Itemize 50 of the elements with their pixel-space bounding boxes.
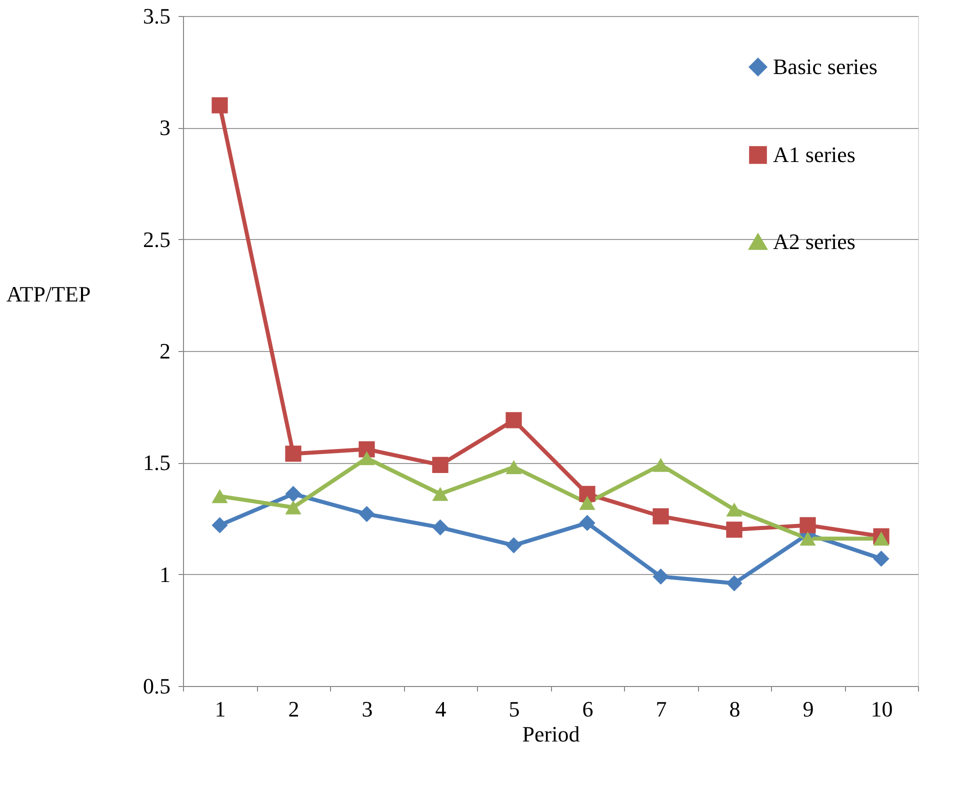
x-tick-label: 4 [435,696,446,722]
y-tick-label: 1 [160,562,170,587]
point [726,575,742,592]
point [358,451,375,466]
point [652,458,669,472]
x-tick-label: 7 [656,696,667,722]
x-tick-label: 5 [508,696,520,722]
y-tick-label: 1.5 [143,450,170,476]
point [506,537,522,554]
x-axis-title: Period [522,722,580,746]
x-tick-label: 3 [362,696,373,722]
point [873,532,890,546]
y-tick-label: 0.5 [143,674,170,698]
point [212,489,228,504]
x-tick-label: 2 [288,696,300,722]
point [652,568,669,585]
point [285,446,302,462]
x-tick-label: 6 [582,696,594,722]
point [358,506,375,522]
y-axis-title: ATP/TEP [6,282,91,306]
point [506,412,522,428]
point [800,532,816,546]
point [432,519,448,536]
x-tick-label: 9 [802,696,814,722]
point [726,522,742,538]
point [285,500,302,514]
point [652,508,669,524]
point [800,517,816,534]
point [285,486,302,502]
legend-label: A2 series [773,229,856,254]
legend-label: A1 series [773,142,856,167]
point [579,514,596,532]
point [579,496,596,510]
point [579,486,596,502]
point [432,486,448,501]
x-tick-label: 8 [729,696,740,722]
y-tick-label: 3.5 [143,4,170,28]
point [432,456,448,473]
legend-label: Basic series [773,54,878,79]
point [726,502,742,517]
point [358,441,375,458]
point [212,97,228,114]
point [873,550,890,567]
y-tick-label: 2.5 [143,226,170,252]
x-tick-label: 1 [214,696,226,722]
x-tick-label: 10 [870,696,893,722]
y-tick-label: 2 [160,338,170,364]
point [212,517,228,534]
point [506,460,522,474]
y-tick-label: 3 [160,115,170,140]
